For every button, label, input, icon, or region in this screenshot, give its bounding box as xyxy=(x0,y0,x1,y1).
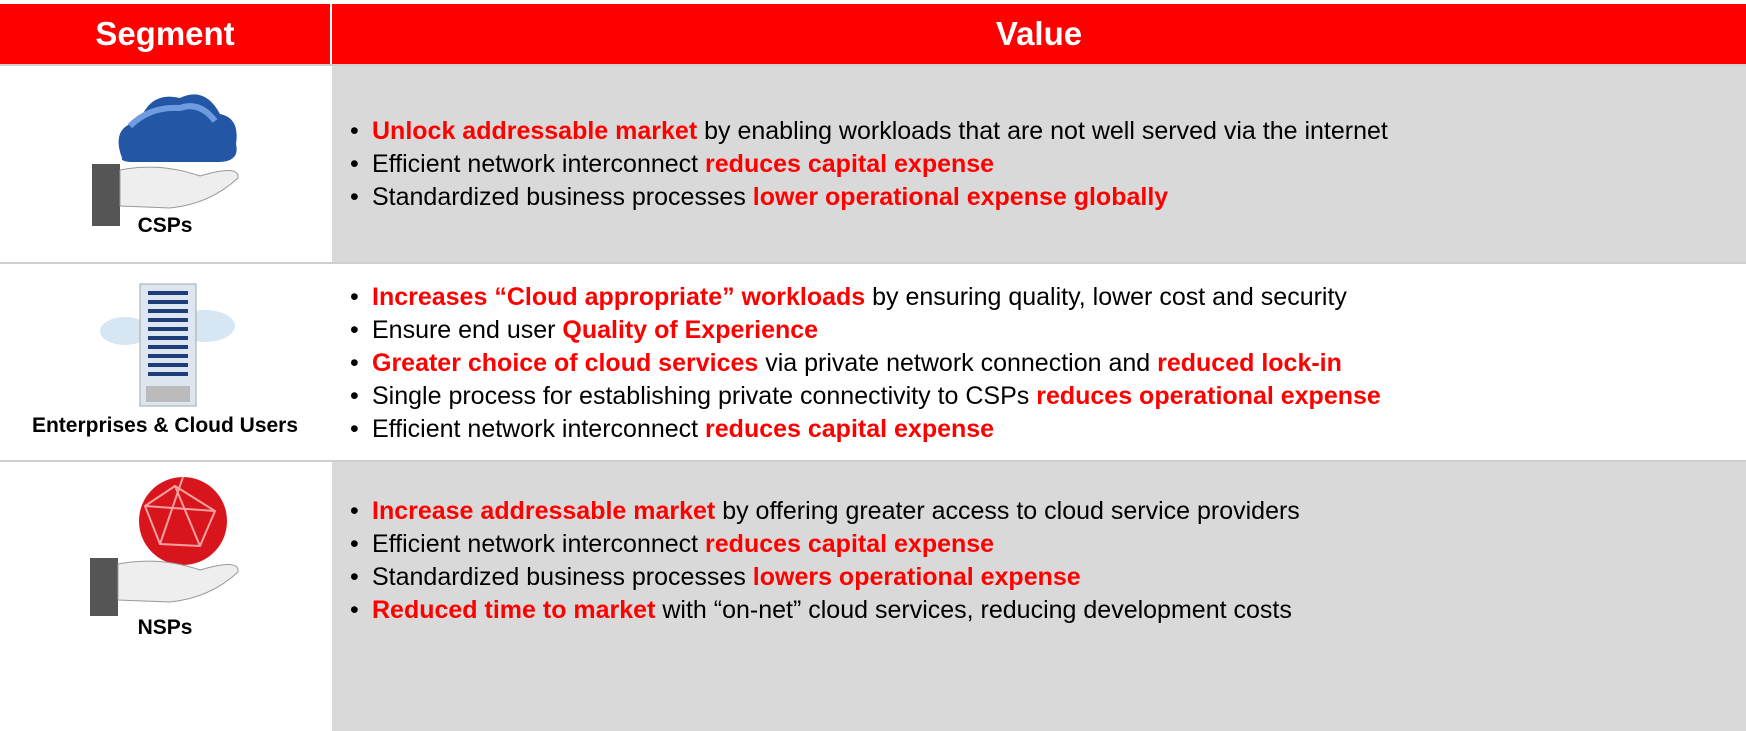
segment-label: CSPs xyxy=(137,214,193,237)
bullet: • Greater choice of cloud services via pr… xyxy=(350,347,1342,380)
highlight-text: reduces capital expense xyxy=(705,415,995,443)
header-cell: Segment xyxy=(0,4,330,64)
text: Standardized business processes xyxy=(372,563,753,591)
text: Efficient network interconnect xyxy=(372,530,706,558)
bullet: • Standardized business processes lower o… xyxy=(350,181,1168,214)
text: by ensuring quality, lower cost and secu… xyxy=(865,283,1347,311)
text: Single process for establishing private … xyxy=(372,382,1037,410)
highlight-text: reduces capital expense xyxy=(705,150,995,178)
highlight-text: Reduced time to market xyxy=(372,596,656,624)
text: with “on-net” cloud services, reducing d… xyxy=(655,596,1292,624)
highlight-text: Increase addressable market xyxy=(372,497,716,525)
row-divider xyxy=(0,460,1746,462)
globe-icon xyxy=(90,476,239,616)
highlight-text: reduces operational expense xyxy=(1036,382,1381,410)
highlight-text: reduced lock-in xyxy=(1157,349,1342,377)
bullet-dot: • xyxy=(350,596,359,624)
bullet: • Efficient network interconnect reduces … xyxy=(350,528,994,561)
bullet: • Reduced time to market with “on-net” cl… xyxy=(350,594,1292,627)
bullet-dot: • xyxy=(350,117,359,145)
header-cell: Value xyxy=(332,4,1746,64)
value-cell xyxy=(332,462,1746,731)
bullet: • Unlock addressable market by enabling w… xyxy=(350,115,1388,148)
bullet: • Efficient network interconnect reduces … xyxy=(350,148,994,181)
text: Ensure end user xyxy=(372,316,563,344)
segment-label: Enterprises & Cloud Users xyxy=(31,414,299,437)
text: by enabling workloads that are not well … xyxy=(697,117,1388,145)
highlight-text: Greater choice of cloud services xyxy=(372,349,759,377)
row-divider xyxy=(0,262,1746,264)
text: Efficient network interconnect xyxy=(372,150,706,178)
highlight-text: lower operational expense globally xyxy=(752,183,1169,211)
text: by offering greater access to cloud serv… xyxy=(715,497,1300,525)
bullet: • Increases “Cloud appropriate” workloads… xyxy=(350,281,1347,314)
highlight-text: lowers operational expense xyxy=(752,563,1081,591)
bullet: • Ensure end user Quality of Experience xyxy=(350,314,818,347)
highlight-text: Unlock addressable market xyxy=(372,117,698,145)
bullet: • Single process for establishing private… xyxy=(350,380,1381,413)
value-cell xyxy=(332,264,1746,460)
row-divider xyxy=(0,64,1746,66)
bullet-dot: • xyxy=(350,283,359,311)
value-cell xyxy=(332,66,1746,262)
building-icon xyxy=(100,283,235,407)
bullet-dot: • xyxy=(350,563,359,591)
bullet-dot: • xyxy=(350,183,359,211)
bullet: • Efficient network interconnect reduces … xyxy=(350,413,994,446)
bullet-dot: • xyxy=(350,349,359,377)
highlight-text: Increases “Cloud appropriate” workloads xyxy=(372,283,866,311)
text: Standardized business processes xyxy=(372,183,753,211)
segment-label: NSPs xyxy=(137,616,193,639)
bullet-dot: • xyxy=(350,316,359,344)
bullet-dot: • xyxy=(350,382,359,410)
highlight-text: Quality of Experience xyxy=(562,316,819,344)
text: via private network connection and xyxy=(758,349,1158,377)
bullet-dot: • xyxy=(350,150,359,178)
bullet-dot: • xyxy=(350,530,359,558)
bullet-dot: • xyxy=(350,415,359,443)
cloud-icon xyxy=(92,94,239,226)
bullet: • Increase addressable market by offering… xyxy=(350,495,1300,528)
bullet: • Standardized business processes lowers … xyxy=(350,561,1081,594)
icons xyxy=(90,94,239,616)
bullet-dot: • xyxy=(350,497,359,525)
highlight-text: reduces capital expense xyxy=(705,530,995,558)
text: Efficient network interconnect xyxy=(372,415,706,443)
